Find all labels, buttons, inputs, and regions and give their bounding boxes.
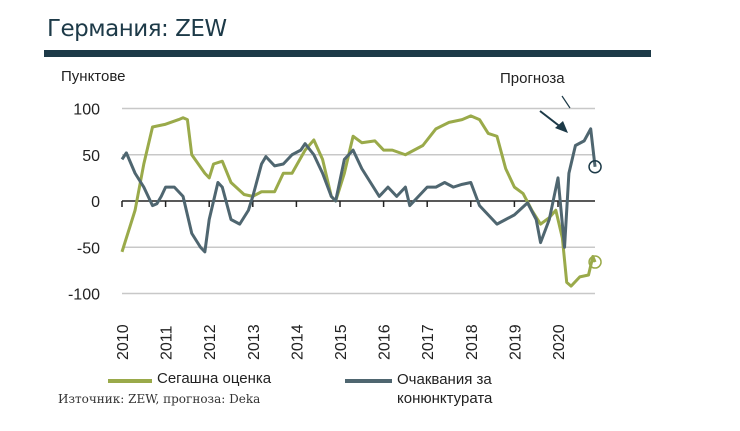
forecast-annotation: Прогноза	[500, 70, 565, 87]
x-tick-label: 2018	[464, 324, 481, 360]
x-tick-label: 2014	[289, 324, 306, 360]
y-axis-label: Пунктове	[61, 68, 126, 85]
x-tick-label: 2019	[507, 324, 524, 360]
forecast-arrowhead	[555, 121, 568, 133]
y-tick-label: -100	[68, 287, 100, 304]
x-tick-label: 2013	[246, 324, 263, 360]
forecast-marker	[588, 255, 602, 269]
legend-label-current: Сегашна оценка	[157, 370, 272, 387]
title-rule	[44, 50, 651, 57]
x-tick-label: 2012	[202, 324, 219, 360]
x-tick-label: 2017	[420, 324, 437, 360]
x-tick-label: 2010	[115, 324, 132, 360]
y-tick-label: 0	[91, 194, 100, 211]
chart-title: Германия: ZEW	[47, 16, 227, 42]
x-tick-label: 2011	[159, 325, 176, 360]
y-tick-label: 100	[73, 102, 100, 119]
y-tick-label: -50	[77, 240, 100, 257]
x-tick-label: 2020	[551, 324, 568, 360]
series-line-expectations	[120, 127, 597, 254]
series-line-current	[120, 114, 597, 288]
x-tick-label: 2016	[377, 324, 394, 360]
legend-label-expectations: Очаквания за конюнктурата	[397, 371, 493, 407]
forecast-marker	[588, 160, 602, 174]
forecast-pointer	[561, 95, 571, 109]
x-tick-label: 2015	[333, 324, 350, 360]
y-tick-label: 50	[82, 148, 100, 165]
source-note: Източник: ZEW, прогноза: Deka	[58, 392, 261, 406]
